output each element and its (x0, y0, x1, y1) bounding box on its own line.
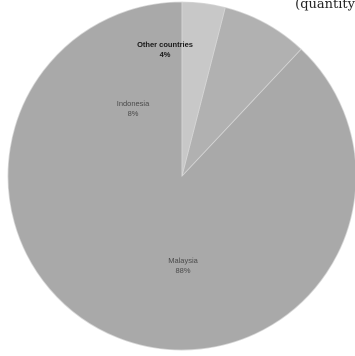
pie-slice-malaysia (7, 1, 355, 351)
slice-label-malaysia: Malaysia (168, 256, 198, 265)
slice-value-malaysia: 88% (175, 266, 190, 275)
slice-label-indonesia: Indonesia (117, 99, 150, 108)
slice-label-other-countries: Other countries (137, 40, 193, 49)
slice-value-indonesia: 8% (128, 109, 139, 118)
quantity-caption: (quantity (295, 0, 355, 12)
slice-value-other-countries: 4% (160, 50, 171, 59)
pie-slice-other-countries (181, 1, 226, 177)
